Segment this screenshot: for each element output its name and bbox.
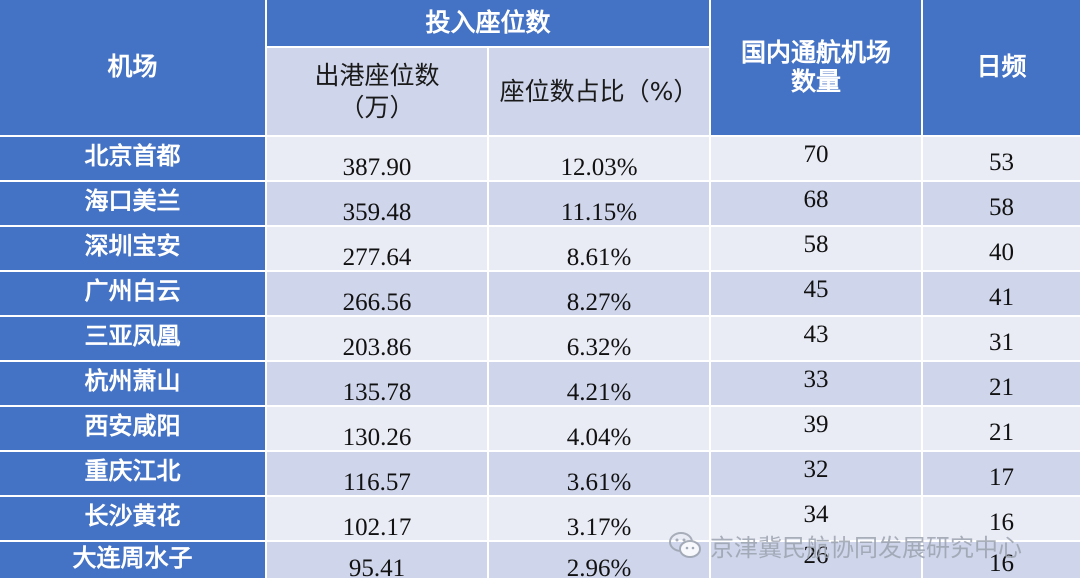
- cell-domestic-count: 33: [711, 362, 921, 405]
- cell-daily-freq: 16: [923, 542, 1080, 578]
- cell-daily-freq: 41: [923, 272, 1080, 315]
- header-seats-group: 投入座位数: [267, 0, 709, 46]
- cell-daily-freq: 58: [923, 182, 1080, 225]
- cell-seat-share: 11.15%: [489, 182, 709, 226]
- cell-airport: 北京首都: [0, 137, 265, 180]
- cell-outbound-seats: 277.64: [267, 227, 487, 271]
- cell-domestic-count: 26: [711, 542, 921, 578]
- cell-seat-share: 8.61%: [489, 227, 709, 271]
- cell-daily-freq: 21: [923, 407, 1080, 450]
- cell-domestic-count: 34: [711, 497, 921, 540]
- cell-daily-freq: 21: [923, 362, 1080, 405]
- cell-domestic-count: 58: [711, 227, 921, 270]
- cell-outbound-seats: 359.48: [267, 182, 487, 226]
- cell-daily-freq: 40: [923, 227, 1080, 270]
- cell-outbound-seats: 135.78: [267, 362, 487, 406]
- header-seat-share: 座位数占比（%）: [489, 48, 709, 135]
- cell-seat-share: 4.21%: [489, 362, 709, 406]
- cell-airport: 大连周水子: [0, 542, 265, 578]
- cell-seat-share: 12.03%: [489, 137, 709, 181]
- cell-outbound-seats: 102.17: [267, 497, 487, 541]
- header-outbound-seats: 出港座位数 （万）: [267, 48, 487, 135]
- cell-domestic-count: 39: [711, 407, 921, 450]
- cell-seat-share: 4.04%: [489, 407, 709, 451]
- cell-domestic-count: 68: [711, 182, 921, 225]
- wechat-icon: [669, 532, 701, 558]
- cell-daily-freq: 17: [923, 452, 1080, 495]
- cell-airport: 西安咸阳: [0, 407, 265, 450]
- cell-outbound-seats: 203.86: [267, 317, 487, 361]
- cell-domestic-count: 70: [711, 137, 921, 180]
- cell-airport: 重庆江北: [0, 452, 265, 495]
- cell-daily-freq: 31: [923, 317, 1080, 360]
- cell-daily-freq: 16: [923, 497, 1080, 540]
- cell-seat-share: 3.17%: [489, 497, 709, 541]
- cell-airport: 广州白云: [0, 272, 265, 315]
- cell-seat-share: 3.61%: [489, 452, 709, 496]
- cell-outbound-seats: 116.57: [267, 452, 487, 496]
- cell-seat-share: 6.32%: [489, 317, 709, 361]
- cell-airport: 三亚凤凰: [0, 317, 265, 360]
- cell-airport: 海口美兰: [0, 182, 265, 225]
- header-daily-freq: 日频: [923, 0, 1080, 135]
- cell-airport: 深圳宝安: [0, 227, 265, 270]
- cell-domestic-count: 32: [711, 452, 921, 495]
- cell-airport: 长沙黄花: [0, 497, 265, 540]
- watermark-text: 京津冀民航协同发展研究中心: [710, 533, 1022, 562]
- cell-outbound-seats: 387.90: [267, 137, 487, 181]
- cell-outbound-seats: 130.26: [267, 407, 487, 451]
- cell-daily-freq: 53: [923, 137, 1080, 180]
- cell-domestic-count: 45: [711, 272, 921, 315]
- header-domestic-count: 国内通航机场 数量: [711, 0, 921, 135]
- cell-seat-share: 8.27%: [489, 272, 709, 316]
- cell-domestic-count: 43: [711, 317, 921, 360]
- cell-airport: 杭州萧山: [0, 362, 265, 405]
- cell-outbound-seats: 266.56: [267, 272, 487, 316]
- watermark: 京津冀民航协同发展研究中心: [668, 528, 1022, 562]
- header-airport: 机场: [0, 0, 265, 135]
- cell-outbound-seats: 95.41: [267, 542, 487, 582]
